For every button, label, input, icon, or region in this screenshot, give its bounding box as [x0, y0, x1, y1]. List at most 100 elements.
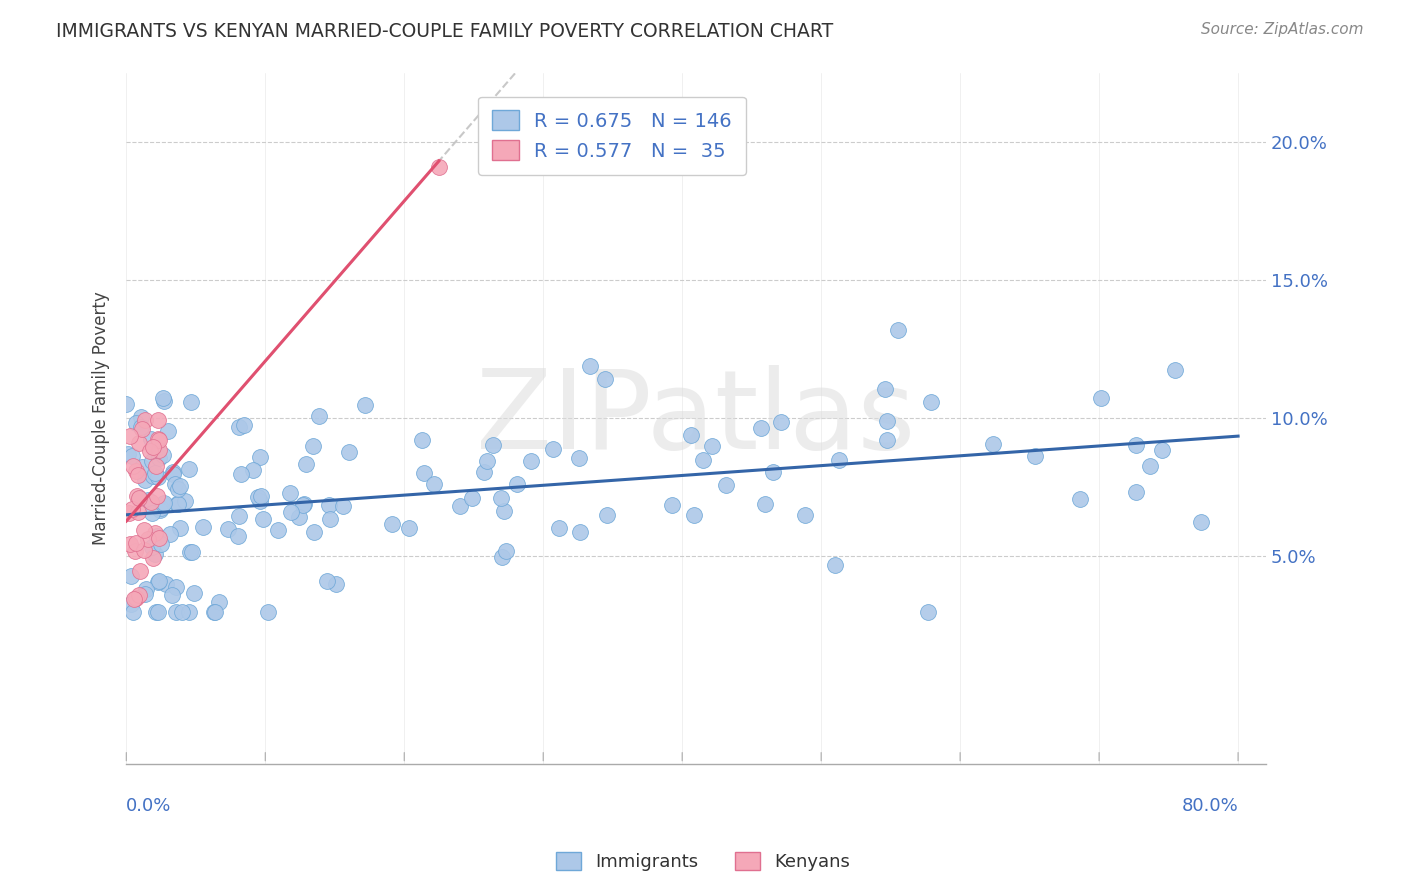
Point	[491, 550, 513, 565]
Point	[128, 491, 150, 506]
Point	[145, 529, 167, 543]
Point	[824, 558, 846, 573]
Point	[172, 605, 194, 619]
Point	[1125, 485, 1147, 500]
Point	[494, 504, 516, 518]
Point	[917, 605, 939, 619]
Point	[141, 506, 163, 520]
Point	[827, 453, 849, 467]
Point	[132, 523, 155, 537]
Point	[134, 473, 156, 487]
Text: 0.0%: 0.0%	[127, 797, 172, 814]
Point	[146, 470, 169, 484]
Point	[134, 586, 156, 600]
Point	[716, 478, 738, 492]
Point	[475, 454, 498, 468]
Point	[115, 397, 138, 411]
Point	[139, 443, 162, 458]
Point	[183, 586, 205, 600]
Point	[325, 577, 347, 591]
Point	[1069, 492, 1091, 507]
Text: 80.0%: 80.0%	[1181, 797, 1239, 814]
Point	[228, 420, 250, 434]
Point	[762, 465, 785, 479]
Point	[124, 416, 146, 430]
Point	[682, 508, 704, 523]
Point	[411, 433, 433, 447]
Point	[337, 444, 360, 458]
Point	[1152, 442, 1174, 457]
Point	[139, 495, 162, 509]
Point	[129, 409, 152, 424]
Point	[308, 409, 330, 423]
Text: Source: ZipAtlas.com: Source: ZipAtlas.com	[1201, 22, 1364, 37]
Point	[247, 490, 270, 504]
Point	[217, 522, 239, 536]
Point	[1189, 515, 1212, 529]
Point	[226, 528, 249, 542]
Point	[131, 422, 153, 436]
Point	[229, 467, 252, 481]
Point	[152, 496, 174, 510]
Point	[249, 494, 271, 508]
Point	[179, 462, 201, 476]
Text: ZIPatlas: ZIPatlas	[477, 365, 915, 472]
Point	[163, 477, 186, 491]
Point	[876, 414, 898, 428]
Point	[381, 517, 404, 532]
Point	[160, 588, 183, 602]
Point	[519, 453, 541, 467]
Point	[148, 433, 170, 447]
Point	[135, 582, 157, 597]
Point	[506, 477, 529, 491]
Point	[145, 605, 167, 619]
Point	[118, 536, 141, 550]
Point	[754, 497, 776, 511]
Y-axis label: Married-Couple Family Poverty: Married-Couple Family Poverty	[93, 292, 110, 545]
Point	[125, 489, 148, 503]
Point	[159, 527, 181, 541]
Point	[134, 413, 156, 427]
Point	[202, 605, 225, 619]
Point	[118, 429, 141, 443]
Point	[547, 520, 569, 534]
Point	[141, 453, 163, 467]
Point	[125, 535, 148, 549]
Point	[124, 591, 146, 605]
Point	[166, 497, 188, 511]
Point	[173, 494, 195, 508]
Point	[318, 499, 340, 513]
Point	[125, 464, 148, 478]
Point	[139, 433, 162, 447]
Point	[249, 450, 271, 464]
Point	[131, 460, 153, 475]
Point	[120, 597, 142, 611]
Point	[876, 433, 898, 447]
Point	[153, 394, 176, 409]
Point	[136, 493, 159, 508]
Point	[354, 398, 377, 412]
Point	[150, 537, 173, 551]
Point	[242, 463, 264, 477]
Point	[155, 577, 177, 591]
Point	[541, 442, 564, 456]
Point	[319, 512, 342, 526]
Point	[136, 532, 159, 546]
Point	[162, 465, 184, 479]
Point	[332, 499, 354, 513]
Point	[569, 524, 592, 539]
Point	[1139, 458, 1161, 473]
Point	[141, 440, 163, 454]
Point	[157, 424, 180, 438]
Point	[146, 575, 169, 590]
Point	[146, 433, 169, 447]
Point	[981, 437, 1004, 451]
Point	[120, 569, 142, 583]
Point	[148, 574, 170, 588]
Point	[148, 531, 170, 545]
Point	[129, 419, 152, 434]
Point	[169, 521, 191, 535]
Point	[398, 520, 420, 534]
Point	[129, 564, 152, 578]
Point	[128, 491, 150, 505]
